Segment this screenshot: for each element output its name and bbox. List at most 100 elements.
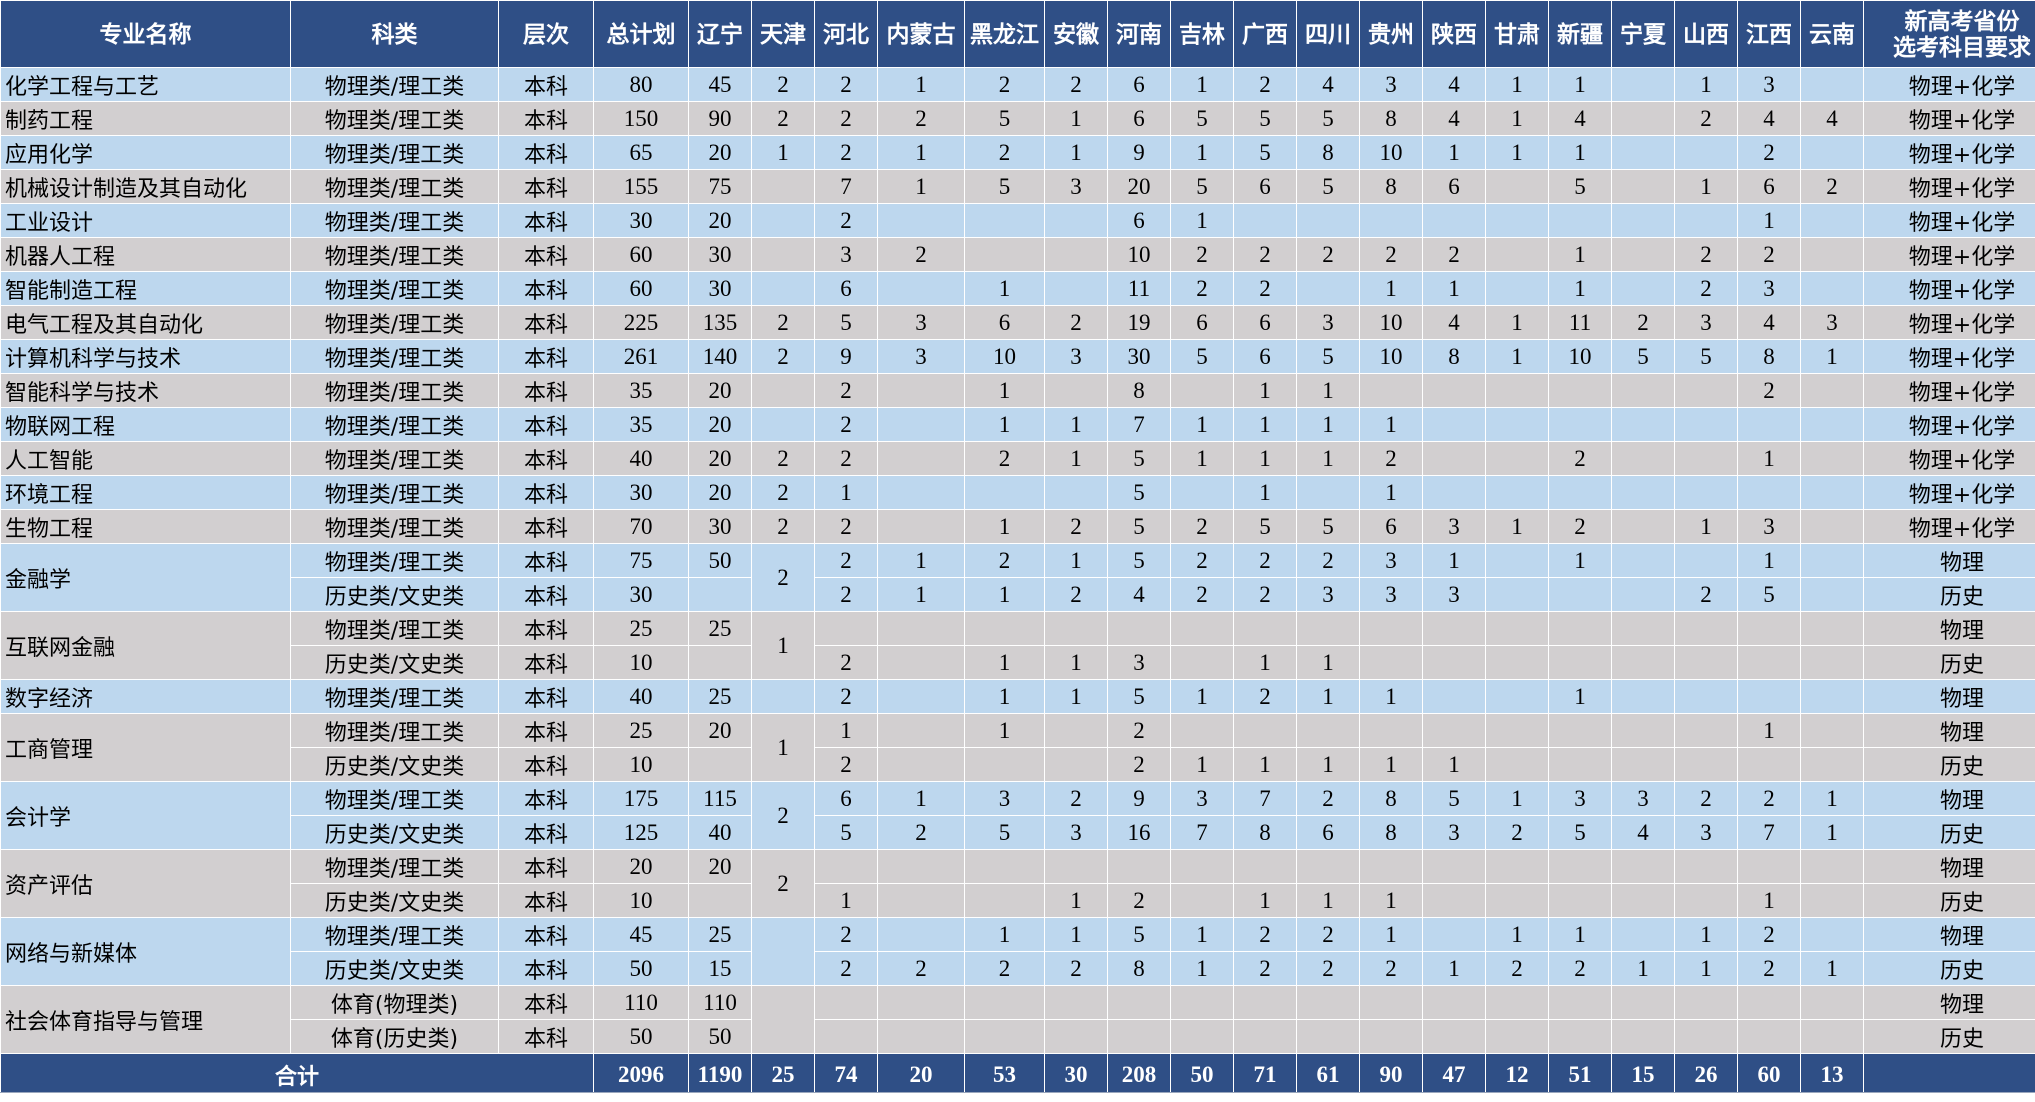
table-cell[interactable] — [1549, 578, 1612, 612]
table-cell[interactable] — [815, 612, 878, 646]
table-cell[interactable] — [878, 850, 965, 884]
table-cell[interactable]: 140 — [689, 340, 752, 374]
table-cell[interactable]: 2 — [752, 306, 815, 340]
table-cell[interactable]: 10 — [1360, 306, 1423, 340]
table-cell[interactable]: 5 — [1612, 340, 1675, 374]
table-cell[interactable]: 60 — [594, 238, 689, 272]
table-cell[interactable]: 3 — [1738, 68, 1801, 102]
table-cell[interactable]: 10 — [1549, 340, 1612, 374]
table-cell[interactable]: 本科 — [499, 204, 594, 238]
table-cell[interactable] — [1675, 714, 1738, 748]
table-cell[interactable] — [752, 272, 815, 306]
table-cell[interactable]: 1 — [1297, 646, 1360, 680]
table-cell[interactable] — [1801, 748, 1864, 782]
table-cell[interactable] — [1801, 68, 1864, 102]
table-cell[interactable]: 8 — [1234, 816, 1297, 850]
table-cell[interactable]: 2 — [1675, 782, 1738, 816]
table-cell[interactable] — [1549, 408, 1612, 442]
table-cell[interactable]: 5 — [1423, 782, 1486, 816]
table-cell[interactable]: 10 — [1108, 238, 1171, 272]
table-cell[interactable]: 2 — [1045, 952, 1108, 986]
table-cell[interactable]: 2 — [1045, 578, 1108, 612]
table-cell[interactable]: 本科 — [499, 816, 594, 850]
table-cell[interactable] — [1801, 476, 1864, 510]
table-cell[interactable]: 1 — [1612, 952, 1675, 986]
table-cell[interactable]: 物理类/理工类 — [291, 476, 499, 510]
table-cell[interactable] — [1486, 238, 1549, 272]
table-cell[interactable] — [1738, 646, 1801, 680]
table-cell[interactable] — [1486, 680, 1549, 714]
table-cell[interactable]: 90 — [689, 102, 752, 136]
table-cell[interactable]: 2 — [965, 544, 1045, 578]
table-cell[interactable]: 环境工程 — [1, 476, 291, 510]
table-cell[interactable]: 1 — [965, 272, 1045, 306]
table-cell[interactable]: 6 — [1234, 340, 1297, 374]
table-cell[interactable] — [1045, 238, 1108, 272]
table-cell[interactable]: 1 — [752, 714, 815, 782]
table-cell[interactable] — [1234, 714, 1297, 748]
table-cell[interactable] — [1171, 646, 1234, 680]
total-cell[interactable]: 20 — [878, 1054, 965, 1096]
column-header[interactable]: 新高考省份 选考科目要求 — [1864, 1, 2035, 68]
table-cell[interactable]: 3 — [878, 306, 965, 340]
table-cell[interactable]: 物理 — [1864, 850, 2035, 884]
table-cell[interactable] — [1360, 612, 1423, 646]
table-cell[interactable]: 本科 — [499, 68, 594, 102]
table-cell[interactable] — [1486, 748, 1549, 782]
table-cell[interactable]: 10 — [965, 340, 1045, 374]
column-header[interactable]: 吉林 — [1171, 1, 1234, 68]
table-cell[interactable] — [1612, 884, 1675, 918]
table-cell[interactable]: 本科 — [499, 748, 594, 782]
table-cell[interactable]: 135 — [689, 306, 752, 340]
table-cell[interactable] — [1297, 476, 1360, 510]
table-cell[interactable] — [1675, 1020, 1738, 1054]
table-cell[interactable] — [752, 680, 815, 714]
table-cell[interactable]: 35 — [594, 374, 689, 408]
table-cell[interactable]: 8 — [1360, 102, 1423, 136]
table-cell[interactable] — [878, 476, 965, 510]
table-cell[interactable]: 1 — [1360, 476, 1423, 510]
table-cell[interactable] — [1675, 884, 1738, 918]
table-cell[interactable]: 1 — [878, 68, 965, 102]
column-header[interactable]: 陕西 — [1423, 1, 1486, 68]
table-cell[interactable]: 8 — [1108, 952, 1171, 986]
table-cell[interactable]: 1 — [965, 918, 1045, 952]
table-cell[interactable]: 物理类/理工类 — [291, 408, 499, 442]
table-cell[interactable] — [1486, 850, 1549, 884]
table-cell[interactable]: 2 — [752, 68, 815, 102]
table-cell[interactable] — [1549, 884, 1612, 918]
table-cell[interactable]: 7 — [1108, 408, 1171, 442]
total-cell[interactable]: 208 — [1108, 1054, 1171, 1096]
column-header[interactable]: 江西 — [1738, 1, 1801, 68]
table-cell[interactable]: 1 — [965, 680, 1045, 714]
table-cell[interactable]: 本科 — [499, 136, 594, 170]
table-cell[interactable]: 1 — [965, 374, 1045, 408]
table-cell[interactable]: 30 — [1108, 340, 1171, 374]
total-cell[interactable]: 50 — [1171, 1054, 1234, 1096]
table-cell[interactable]: 80 — [594, 68, 689, 102]
table-cell[interactable]: 历史 — [1864, 952, 2035, 986]
table-cell[interactable]: 20 — [689, 408, 752, 442]
table-cell[interactable]: 1 — [815, 476, 878, 510]
table-cell[interactable]: 3 — [1360, 68, 1423, 102]
table-cell[interactable]: 2 — [878, 816, 965, 850]
table-cell[interactable]: 2 — [752, 850, 815, 918]
table-cell[interactable]: 物理+化学 — [1864, 272, 2035, 306]
table-cell[interactable]: 物理类/理工类 — [291, 374, 499, 408]
table-cell[interactable] — [965, 476, 1045, 510]
table-cell[interactable]: 2 — [1738, 952, 1801, 986]
table-cell[interactable] — [1486, 884, 1549, 918]
table-cell[interactable] — [1171, 850, 1234, 884]
table-cell[interactable] — [689, 646, 752, 680]
table-cell[interactable]: 2 — [1171, 510, 1234, 544]
total-cell[interactable]: 51 — [1549, 1054, 1612, 1096]
table-cell[interactable]: 1 — [1045, 918, 1108, 952]
table-cell[interactable]: 20 — [594, 850, 689, 884]
table-cell[interactable]: 1 — [1297, 748, 1360, 782]
total-cell[interactable]: 74 — [815, 1054, 878, 1096]
table-cell[interactable]: 2 — [752, 340, 815, 374]
table-cell[interactable]: 8 — [1360, 782, 1423, 816]
table-cell[interactable]: 物理类/理工类 — [291, 680, 499, 714]
table-cell[interactable] — [1612, 238, 1675, 272]
table-cell[interactable] — [1612, 408, 1675, 442]
